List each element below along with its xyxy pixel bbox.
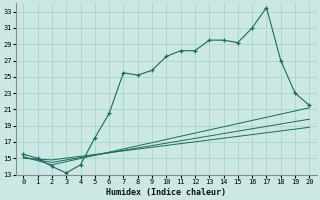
- X-axis label: Humidex (Indice chaleur): Humidex (Indice chaleur): [106, 188, 226, 197]
